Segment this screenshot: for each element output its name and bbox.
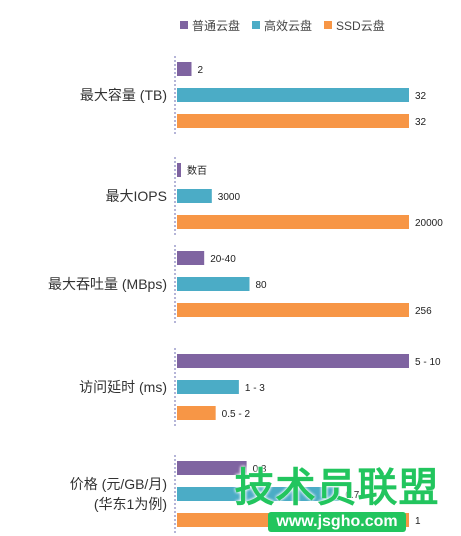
legend-item-standard: 普通云盘 <box>180 17 240 34</box>
bar <box>177 189 212 203</box>
data-label: 3000 <box>218 192 241 203</box>
legend-item-ssd: SSD云盘 <box>324 17 385 34</box>
data-label: 20000 <box>415 218 443 229</box>
data-label: 256 <box>415 306 432 317</box>
watermark-url: www.jsgho.com <box>268 512 406 532</box>
bar <box>177 215 409 229</box>
data-label: 1 <box>415 516 421 527</box>
chart-legend: 普通云盘 高效云盘 SSD云盘 <box>180 16 385 34</box>
category-label: 最大容量 (TB) <box>79 87 167 103</box>
legend-label: SSD云盘 <box>336 18 385 33</box>
legend-item-efficient: 高效云盘 <box>252 17 312 34</box>
bar <box>177 303 409 317</box>
category-label: 最大吞吐量 (MBps) <box>48 276 167 292</box>
legend-swatch <box>180 21 188 29</box>
data-label: 0.3 <box>253 464 267 475</box>
bar <box>177 88 409 102</box>
data-label: 1 - 3 <box>245 383 265 394</box>
legend-swatch <box>252 21 261 29</box>
bar <box>177 114 409 128</box>
data-label: 0.5 - 2 <box>222 409 251 420</box>
data-label: 0.7 <box>345 490 359 501</box>
bar <box>177 277 250 291</box>
bar <box>177 251 205 265</box>
legend-swatch <box>324 21 333 29</box>
data-label: 2 <box>198 65 204 76</box>
category-label: 访问延时 (ms) <box>79 379 167 395</box>
bar <box>177 487 340 501</box>
bar <box>177 380 239 394</box>
legend-label: 普通云盘 <box>192 18 241 33</box>
data-label: 20-40 <box>210 254 236 265</box>
data-label: 32 <box>415 91 427 102</box>
bar <box>177 406 216 420</box>
data-label: 80 <box>256 280 268 291</box>
watermark-logo-text: 技术员联盟 <box>234 466 440 510</box>
bar <box>177 62 192 76</box>
data-label: 5 - 10 <box>415 357 441 368</box>
bar <box>177 461 247 475</box>
watermark: 技术员联盟 www.jsgho.com <box>232 466 442 532</box>
bar <box>177 354 409 368</box>
category-label: 价格 (元/GB/月) (华东1为例) <box>69 476 167 512</box>
data-label: 32 <box>415 117 427 128</box>
data-label: 数百 <box>187 164 207 177</box>
legend-label: 高效云盘 <box>264 18 313 33</box>
bar <box>177 163 181 177</box>
category-label: 最大IOPS <box>105 188 167 204</box>
